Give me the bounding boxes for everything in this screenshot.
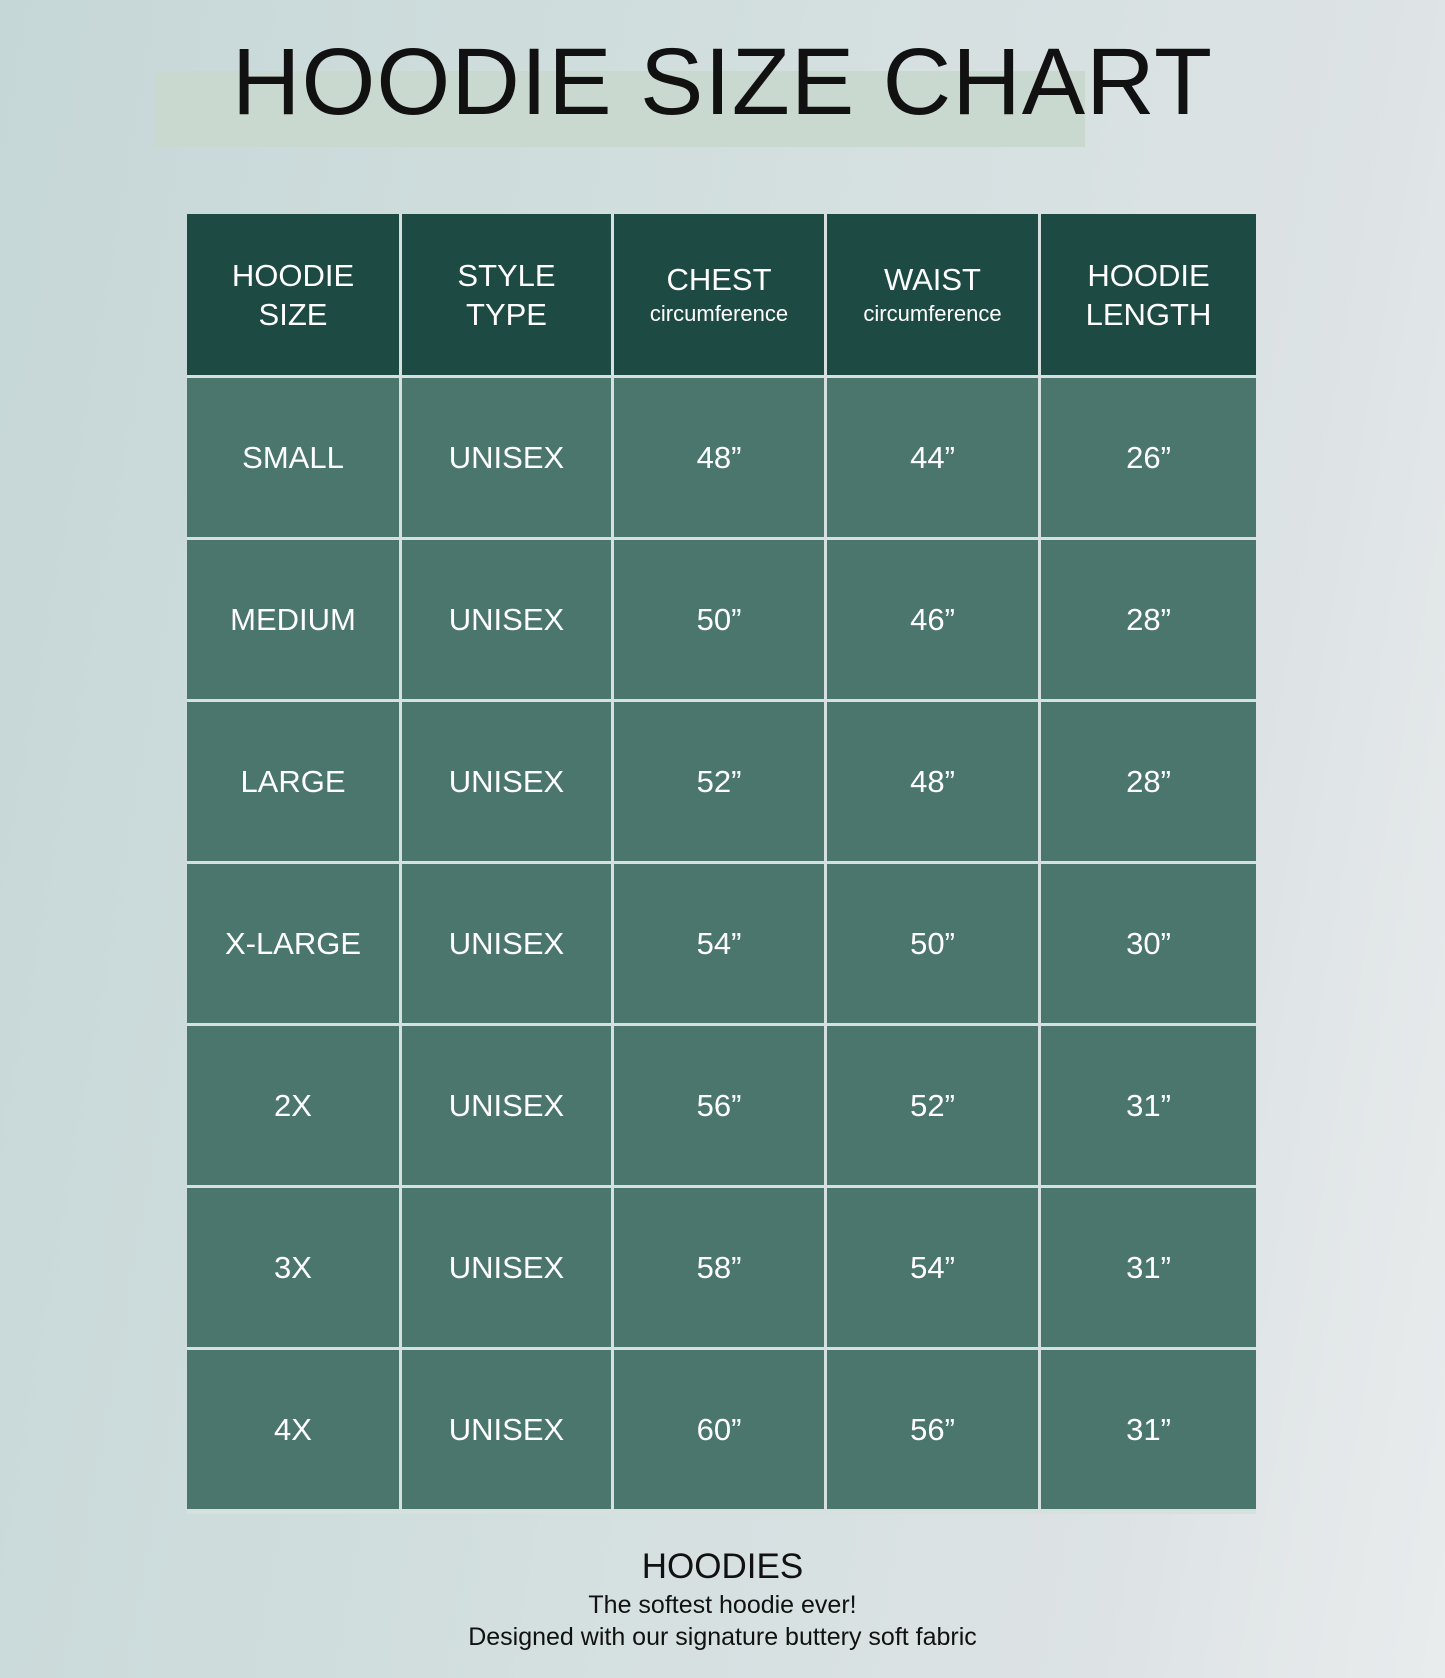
table-cell: UNISEX [402, 540, 611, 699]
table-cell: 54” [614, 864, 824, 1023]
table-cell: 31” [1041, 1188, 1256, 1347]
table-cell: 28” [1041, 540, 1256, 699]
column-header-sublabel: circumference [649, 301, 789, 326]
title-highlight-band [155, 71, 1085, 147]
footer-heading: HOODIES [641, 1547, 804, 1586]
table-cell: 54” [827, 1188, 1038, 1347]
footer: HOODIES The softest hoodie ever! Designe… [0, 1545, 1445, 1653]
column-header: HOODIE LENGTH [1041, 214, 1256, 375]
column-header-label: CHEST [666, 262, 772, 297]
column-header: CHEST circumference [614, 214, 824, 375]
table-cell: 48” [827, 702, 1038, 861]
table-cell: 2X [187, 1026, 399, 1185]
table-cell: 58” [614, 1188, 824, 1347]
table-cell: 46” [827, 540, 1038, 699]
table-cell: SMALL [187, 378, 399, 537]
table-cell: 26” [1041, 378, 1256, 537]
table-cell: LARGE [187, 702, 399, 861]
table-cell: 50” [614, 540, 824, 699]
column-header: WAIST circumference [827, 214, 1038, 375]
column-header-label: HOODIE [231, 257, 355, 293]
table-cell: 56” [827, 1350, 1038, 1509]
table-cell: 60” [614, 1350, 824, 1509]
table-cell: 48” [614, 378, 824, 537]
column-header-label: LENGTH [1085, 296, 1212, 332]
table-cell: 31” [1041, 1350, 1256, 1509]
table-cell: 28” [1041, 702, 1256, 861]
footer-description: Designed with our signature buttery soft… [468, 1623, 977, 1651]
table-cell: 4X [187, 1350, 399, 1509]
column-header-label: STYLE [457, 257, 556, 293]
table-cell: 52” [614, 702, 824, 861]
column-header-label: HOODIE [1087, 257, 1210, 293]
table-cell: MEDIUM [187, 540, 399, 699]
table-cell: X-LARGE [187, 864, 399, 1023]
table-cell: UNISEX [402, 1350, 611, 1509]
column-header-label: SIZE [258, 296, 328, 332]
table-cell: UNISEX [402, 1026, 611, 1185]
column-header-label: TYPE [466, 296, 547, 332]
table-cell: UNISEX [402, 702, 611, 861]
page-title: HOODIE SIZE CHART [231, 29, 1214, 135]
size-table: HOODIE SIZE STYLE TYPE CHEST circumference WAI… [187, 214, 1256, 1514]
column-header-label: WAIST [883, 262, 981, 297]
table-cell: 3X [187, 1188, 399, 1347]
table-cell: 56” [614, 1026, 824, 1185]
table-cell: UNISEX [402, 378, 611, 537]
column-header-sublabel: circumference [863, 301, 1002, 326]
table-cell: 52” [827, 1026, 1038, 1185]
table-cell: UNISEX [402, 1188, 611, 1347]
table-cell: UNISEX [402, 864, 611, 1023]
table-cell: 44” [827, 378, 1038, 537]
column-header: STYLE TYPE [402, 214, 611, 375]
column-header: HOODIE SIZE [187, 214, 399, 375]
table-cell: 31” [1041, 1026, 1256, 1185]
footer-tagline: The softest hoodie ever! [588, 1591, 857, 1619]
table-cell: 30” [1041, 864, 1256, 1023]
table-cell: 50” [827, 864, 1038, 1023]
